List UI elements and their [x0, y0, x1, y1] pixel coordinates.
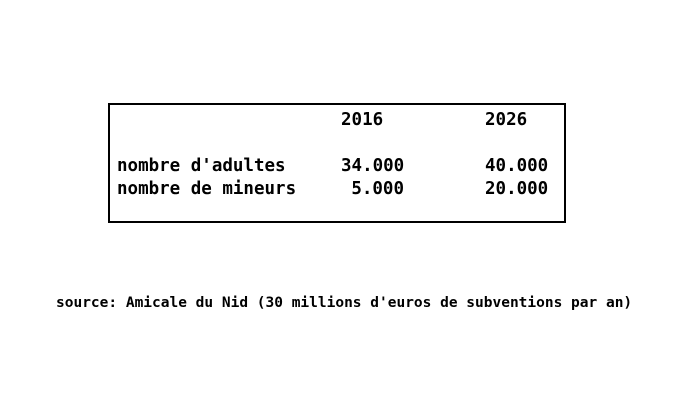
header-2016: 2016: [341, 110, 384, 130]
value-adultes-2026: 40.000: [485, 156, 549, 176]
table-row-adultes: nombre d'adultes 34.000 40.000: [117, 155, 564, 178]
table-row-mineurs: nombre de mineurs 5.000 20.000: [117, 178, 564, 201]
row-label-mineurs: nombre de mineurs: [117, 179, 297, 199]
header-empty-cell: [117, 109, 341, 132]
table-header-row: 2016 2026: [117, 109, 564, 132]
value-mineurs-2016: 5.000: [351, 179, 404, 199]
table-blank-row: [117, 132, 564, 155]
header-2026: 2026: [485, 110, 528, 130]
row-label-adultes: nombre d'adultes: [117, 156, 286, 176]
value-mineurs-2026: 20.000: [485, 179, 549, 199]
value-adultes-2016: 34.000: [341, 156, 405, 176]
projection-table: 2016 2026 nombre d'adultes 34.000 40.000…: [108, 103, 566, 223]
source-caption: source: Amicale du Nid (30 millions d'eu…: [56, 295, 633, 311]
